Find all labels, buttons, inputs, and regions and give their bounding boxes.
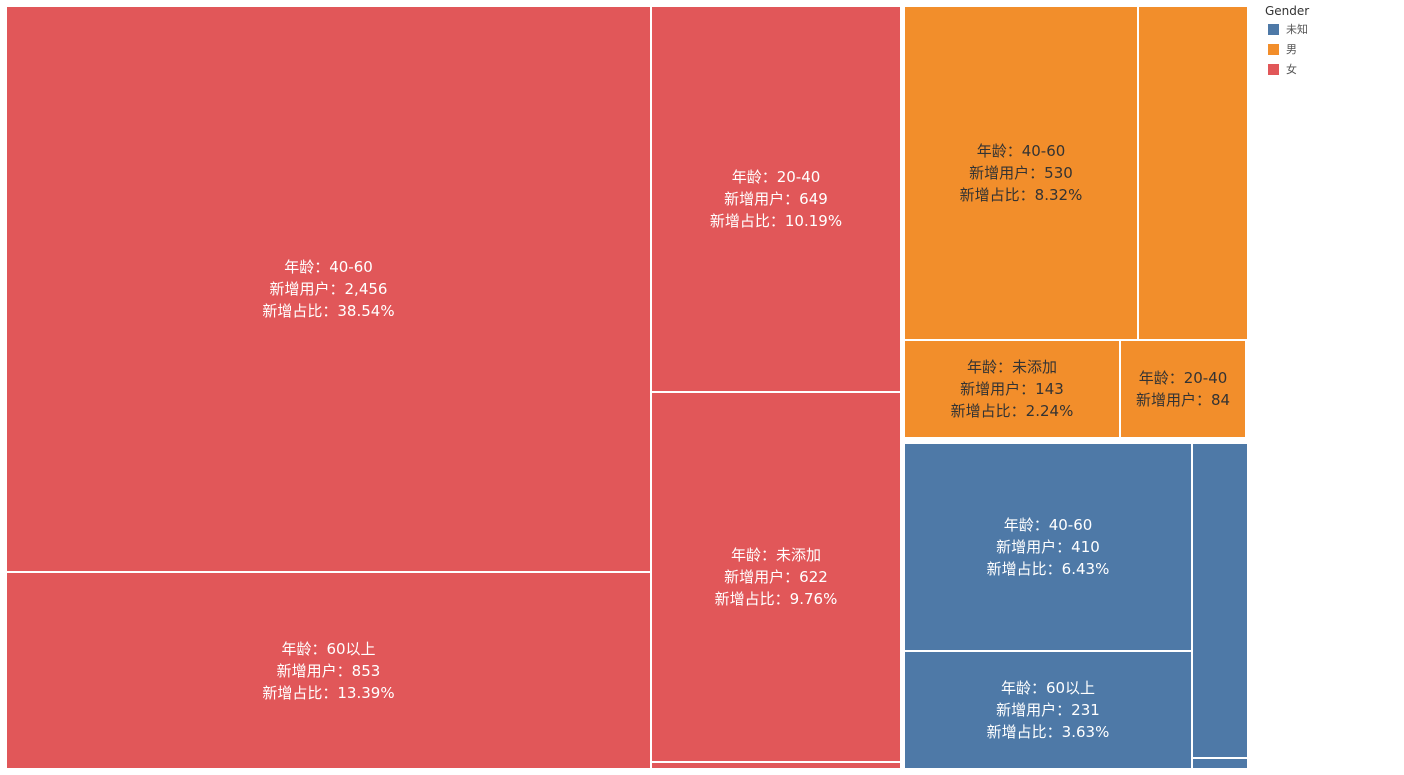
treemap-cell[interactable]: 年龄：60以上 新增用户：231 新增占比：3.63%: [904, 651, 1192, 769]
treemap-cell-label: 新增占比：10.19%: [709, 212, 843, 230]
legend-swatch-female: [1268, 63, 1279, 75]
treemap-cell-label: 年龄：20-40: [731, 168, 821, 186]
treemap-cell-label: 年龄：60以上: [1000, 679, 1096, 697]
treemap-cell-label: 新增占比：3.63%: [986, 723, 1110, 741]
treemap-cell-label: 新增占比：38.54%: [262, 302, 395, 320]
treemap-cell-label: 年龄：未添加: [966, 358, 1057, 376]
treemap-cell[interactable]: 年龄：20-40 新增用户：84: [1120, 340, 1246, 438]
treemap-cell-label: 年龄：40-60: [1003, 516, 1093, 534]
treemap-cell-label: 新增用户：143: [960, 380, 1064, 398]
treemap-cell-label: 新增用户：649: [724, 190, 828, 208]
treemap-cell-label: 年龄：未添加: [730, 546, 821, 564]
treemap-cell[interactable]: 年龄：40-60 新增用户：530 新增占比：8.32%: [904, 6, 1138, 340]
treemap-cell[interactable]: [1246, 340, 1248, 438]
treemap-cell-label: 新增占比：9.76%: [714, 590, 838, 608]
treemap-cell[interactable]: 年龄：未添加 新增用户：143 新增占比：2.24%: [904, 340, 1120, 438]
treemap-cell-label: 年龄：40-60: [976, 142, 1066, 160]
treemap-cell-label: 新增用户：84: [1135, 391, 1231, 409]
treemap-cell-label: 新增占比：2.24%: [950, 402, 1074, 420]
treemap-cell[interactable]: 年龄：60以上 新增用户：853 新增占比：13.39%: [6, 572, 651, 769]
legend-item-female[interactable]: 女: [1265, 59, 1395, 79]
legend: Gender 未知 男 女: [1265, 3, 1395, 79]
legend-label: 未知: [1286, 23, 1308, 36]
legend-label: 女: [1286, 63, 1297, 76]
treemap-cell-label: 新增用户：853: [276, 661, 381, 680]
treemap-cell-label: 新增用户：622: [724, 568, 828, 586]
treemap-cell-label: 新增用户：530: [969, 164, 1073, 182]
treemap-cell[interactable]: 年龄：40-60 新增用户：2,456 新增占比：38.54%: [6, 6, 651, 572]
treemap-cell-label: 新增占比：13.39%: [262, 683, 395, 702]
treemap-cell-label: 新增用户：231: [996, 701, 1100, 719]
treemap-cell-label: 年龄：60以上: [281, 639, 376, 658]
treemap-cell[interactable]: 年龄：20-40 新增用户：649 新增占比：10.19%: [651, 6, 901, 392]
treemap-cell[interactable]: [1192, 758, 1248, 769]
legend-swatch-male: [1268, 43, 1279, 55]
treemap-cell-label: 新增用户：410: [996, 538, 1100, 556]
treemap-cell-label: 年龄：40-60: [284, 258, 373, 276]
treemap-cell[interactable]: [651, 762, 901, 769]
treemap-cell[interactable]: [1138, 6, 1248, 340]
legend-item-male[interactable]: 男: [1265, 39, 1395, 59]
treemap-cell-label: 年龄：20-40: [1138, 369, 1228, 387]
legend-title: Gender: [1265, 4, 1310, 18]
legend-swatch-unknown: [1268, 23, 1279, 35]
treemap-cell-label: 新增用户：2,456: [269, 280, 388, 298]
treemap-cell-label: 新增占比：6.43%: [986, 560, 1110, 578]
legend-item-unknown[interactable]: 未知: [1265, 19, 1395, 39]
treemap-cell-label: 新增占比：8.32%: [959, 186, 1083, 204]
legend-label: 男: [1286, 43, 1297, 56]
treemap-cell[interactable]: [1192, 443, 1248, 758]
treemap-cell[interactable]: 年龄：未添加 新增用户：622 新增占比：9.76%: [651, 392, 901, 762]
treemap-cell[interactable]: 年龄：40-60 新增用户：410 新增占比：6.43%: [904, 443, 1192, 651]
